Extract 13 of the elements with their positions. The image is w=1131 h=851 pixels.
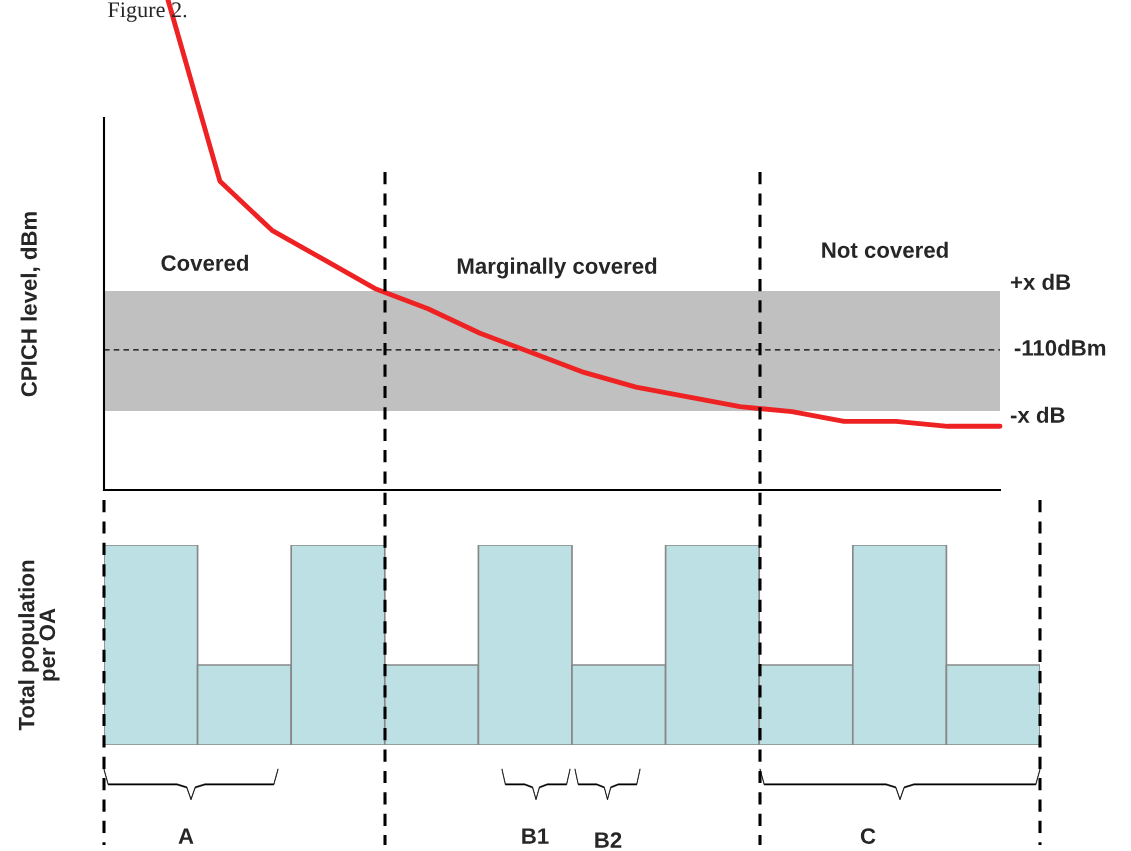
text: B2: [595, 832, 622, 848]
y-axis-title: Total population per OA: [18, 560, 60, 731]
ref-line-label: -110dBm: [1014, 339, 1106, 356]
annotation: Covered: [161, 254, 248, 271]
text: +x dB: [1010, 273, 1071, 290]
chart-title: Figure 2.: [108, 2, 187, 22]
text: -x dB: [1010, 406, 1065, 423]
annotation: Not covered: [822, 241, 948, 258]
text: A: [178, 828, 194, 844]
y-axis-title: CPICH level, dBm: [20, 212, 41, 397]
annotation: Marginally covered: [457, 257, 657, 279]
text: B1: [522, 828, 549, 844]
text: C: [860, 828, 876, 844]
